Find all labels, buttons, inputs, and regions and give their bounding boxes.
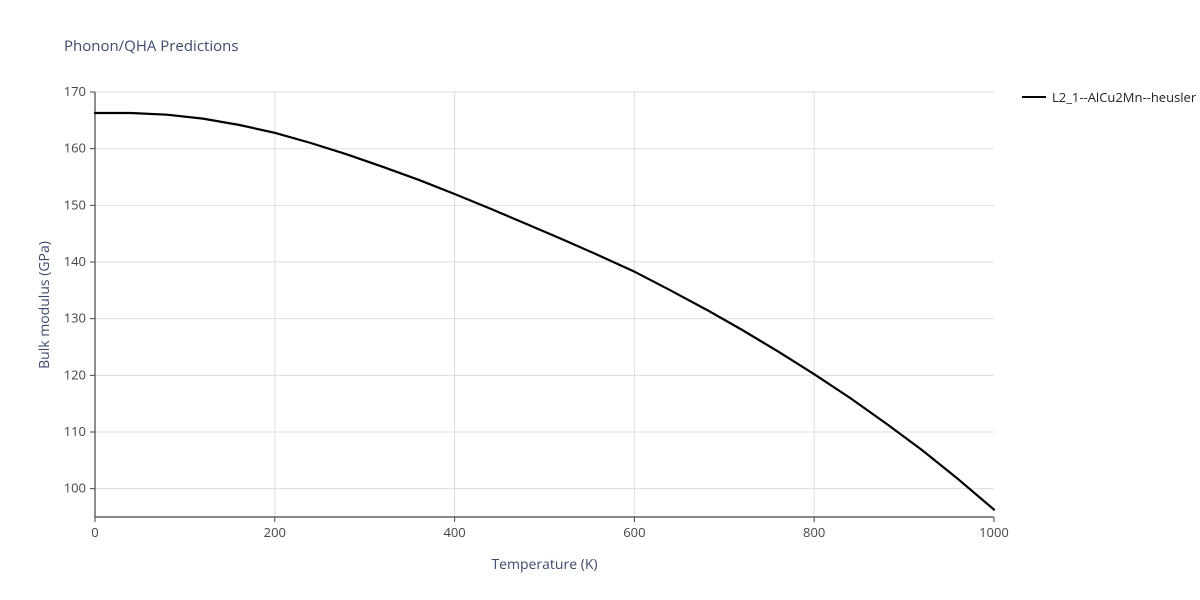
- legend-label: L2_1--AlCu2Mn--heusler: [1052, 88, 1196, 106]
- svg-text:100: 100: [64, 479, 86, 497]
- svg-text:160: 160: [64, 139, 86, 157]
- legend-line-icon: [1022, 96, 1046, 98]
- svg-text:1000: 1000: [979, 523, 1009, 541]
- x-axis-label: Temperature (K): [465, 555, 625, 574]
- svg-text:140: 140: [64, 252, 86, 270]
- y-axis-label: Bulk modulus (GPa): [35, 225, 54, 385]
- svg-text:400: 400: [443, 523, 465, 541]
- svg-text:800: 800: [803, 523, 825, 541]
- svg-text:150: 150: [64, 195, 86, 213]
- svg-text:200: 200: [264, 523, 286, 541]
- svg-text:130: 130: [64, 309, 86, 327]
- svg-text:170: 170: [64, 82, 86, 100]
- svg-text:0: 0: [91, 523, 98, 541]
- svg-text:600: 600: [623, 523, 645, 541]
- svg-text:120: 120: [64, 365, 86, 383]
- svg-text:110: 110: [64, 422, 86, 440]
- legend: L2_1--AlCu2Mn--heusler: [1022, 88, 1196, 106]
- chart-plot-area: 0 200 400 600 800 1000 100 110 120 130 140 150 160 17…: [0, 0, 1200, 600]
